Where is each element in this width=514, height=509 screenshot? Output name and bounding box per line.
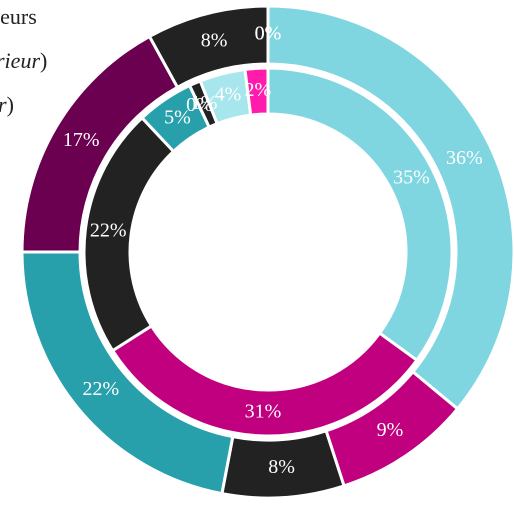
data-label: 2% [245, 79, 272, 101]
legend-text: rieur [0, 48, 40, 73]
data-label: 31% [245, 401, 282, 423]
legend-text: rieur) [0, 48, 47, 73]
donut-segment [243, 66, 270, 117]
data-labels: 36%9%8%22%17%8% 0%0%35%31%22%5%0%1%4% 2% [63, 23, 483, 479]
data-label: 8% [268, 456, 295, 478]
donut [20, 4, 514, 500]
data-label: 5% [164, 106, 191, 128]
data-label: 22% [90, 219, 127, 241]
data-label: 0% [255, 23, 282, 45]
legend-text: r [0, 92, 7, 117]
legend-text: teurs [0, 4, 37, 29]
data-label: 36% [446, 147, 483, 169]
data-label: 9% [377, 419, 404, 441]
legend-text: ) [40, 48, 47, 73]
data-label: 0% [186, 94, 213, 116]
data-label: 17% [63, 129, 100, 151]
data-label: 35% [393, 167, 430, 189]
donut-segment [266, 4, 514, 411]
data-label: 1% [191, 92, 218, 114]
data-label: 0% [255, 23, 282, 45]
data-label: 8% [201, 29, 228, 51]
data-label: 4% [215, 84, 242, 106]
data-label: 22% [82, 378, 119, 400]
legend-text: r) [0, 92, 14, 117]
legend-text: ) [7, 92, 14, 117]
